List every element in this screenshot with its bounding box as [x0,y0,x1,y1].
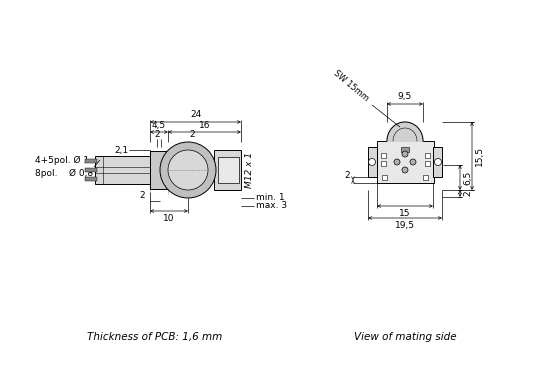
Text: 10: 10 [163,214,175,223]
Circle shape [160,142,216,198]
Text: SW 15mm: SW 15mm [331,69,370,103]
Bar [382,175,387,180]
Text: 24: 24 [190,110,201,119]
Bar [214,150,241,190]
Bar [381,161,386,166]
Circle shape [394,159,400,165]
Bar [85,168,97,172]
Text: 9,5: 9,5 [398,92,412,101]
Text: 4+5pol. Ø 1: 4+5pol. Ø 1 [35,155,89,165]
Text: 2: 2 [154,130,160,139]
Text: min. 1: min. 1 [256,194,285,202]
Text: 6,5: 6,5 [463,170,472,184]
Text: 2: 2 [140,190,145,200]
Text: max. 3: max. 3 [256,201,287,210]
Circle shape [410,159,416,165]
Bar [401,147,409,152]
Bar [425,161,430,166]
Circle shape [402,167,408,173]
Bar [368,147,377,177]
Bar [85,159,97,163]
Bar [425,153,430,158]
Text: 15: 15 [399,209,411,218]
Text: 19,5: 19,5 [395,221,415,230]
Bar [85,177,97,181]
Bar [168,152,171,188]
Text: 15,5: 15,5 [475,146,484,166]
Bar [150,151,168,189]
Text: 2,1: 2,1 [114,146,128,154]
Text: 16: 16 [199,121,210,130]
Bar [423,175,428,180]
Text: 4,5: 4,5 [152,121,166,130]
Bar [218,157,239,183]
Text: 2: 2 [463,190,472,196]
Text: 8pol.    Ø 0,8: 8pol. Ø 0,8 [35,168,93,178]
Circle shape [168,150,208,190]
Text: Thickness of PCB: 1,6 mm: Thickness of PCB: 1,6 mm [87,332,223,342]
Polygon shape [387,122,423,141]
Text: 2: 2 [344,171,350,180]
Circle shape [402,151,408,157]
Circle shape [369,159,376,165]
Bar [381,153,386,158]
Text: M12 x 1: M12 x 1 [244,152,254,188]
Text: View of mating side: View of mating side [353,332,456,342]
Bar [433,147,442,177]
Circle shape [434,159,441,165]
Text: 2: 2 [190,130,195,139]
Bar [377,141,434,183]
Bar [95,156,150,184]
